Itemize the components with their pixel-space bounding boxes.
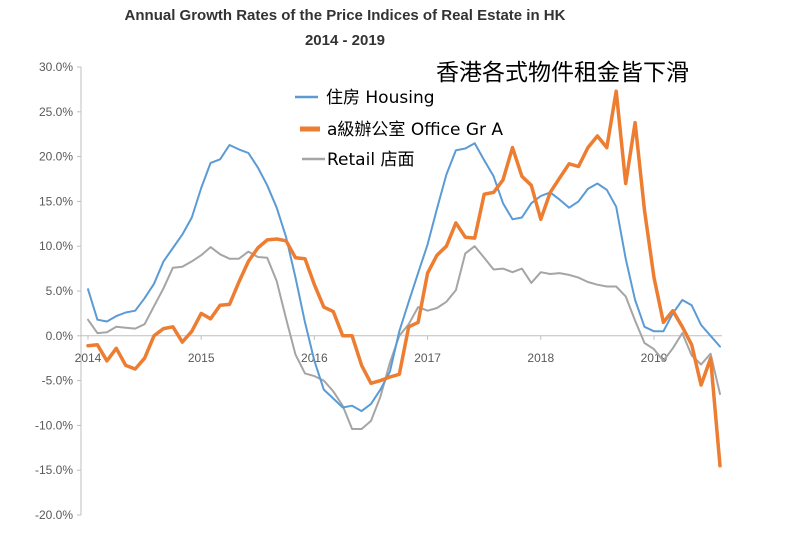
x-axis: 2014 2015 2016 2017 2018 2019 — [75, 335, 722, 365]
y-tick-label: 20.0% — [39, 150, 73, 164]
series-line-retail — [87, 245, 721, 430]
y-tick-label: -10.0% — [35, 418, 73, 432]
legend-item-housing: 住房 Housing — [295, 88, 435, 108]
y-tick-label: 30.0% — [39, 60, 73, 74]
y-tick-label: 15.0% — [39, 194, 73, 208]
chart-subtitle: 2014 - 2019 — [305, 32, 385, 49]
legend-item-retail: Retail 店面 — [302, 150, 414, 170]
y-tick-label: -20.0% — [35, 508, 73, 522]
series-line-housing — [87, 142, 721, 413]
x-tick-label: 2017 — [414, 351, 441, 365]
y-tick-label: 10.0% — [39, 239, 73, 253]
y-axis: 30.0% 25.0% 20.0% 15.0% 10.0% 5.0% 0.0% -5.0% -1… — [35, 60, 82, 522]
x-tick-label: 2015 — [188, 351, 215, 365]
chart-annotation: 香港各式物件租金皆下滑 — [436, 60, 689, 86]
y-tick-label: 0.0% — [46, 329, 74, 343]
legend-label-retail: Retail 店面 — [327, 150, 414, 170]
chart-title: Annual Growth Rates of the Price Indices… — [125, 7, 566, 24]
y-tick-label: 5.0% — [46, 284, 74, 298]
series-lines — [86, 89, 722, 468]
series-line-office-gr-a — [86, 89, 722, 468]
legend-label-office: a級辦公室 Office Gr A — [327, 120, 503, 140]
y-tick-label: 25.0% — [39, 105, 73, 119]
legend-item-office: a級辦公室 Office Gr A — [300, 120, 503, 140]
y-tick-label: -15.0% — [35, 463, 73, 477]
legend-label-housing: 住房 Housing — [326, 88, 435, 108]
x-tick-label: 2014 — [75, 351, 102, 365]
legend: 住房 Housing a級辦公室 Office Gr A Retail 店面 — [295, 88, 503, 170]
x-tick-label: 2018 — [527, 351, 554, 365]
x-tick-label: 2019 — [641, 351, 668, 365]
y-tick-label: -5.0% — [42, 374, 74, 388]
